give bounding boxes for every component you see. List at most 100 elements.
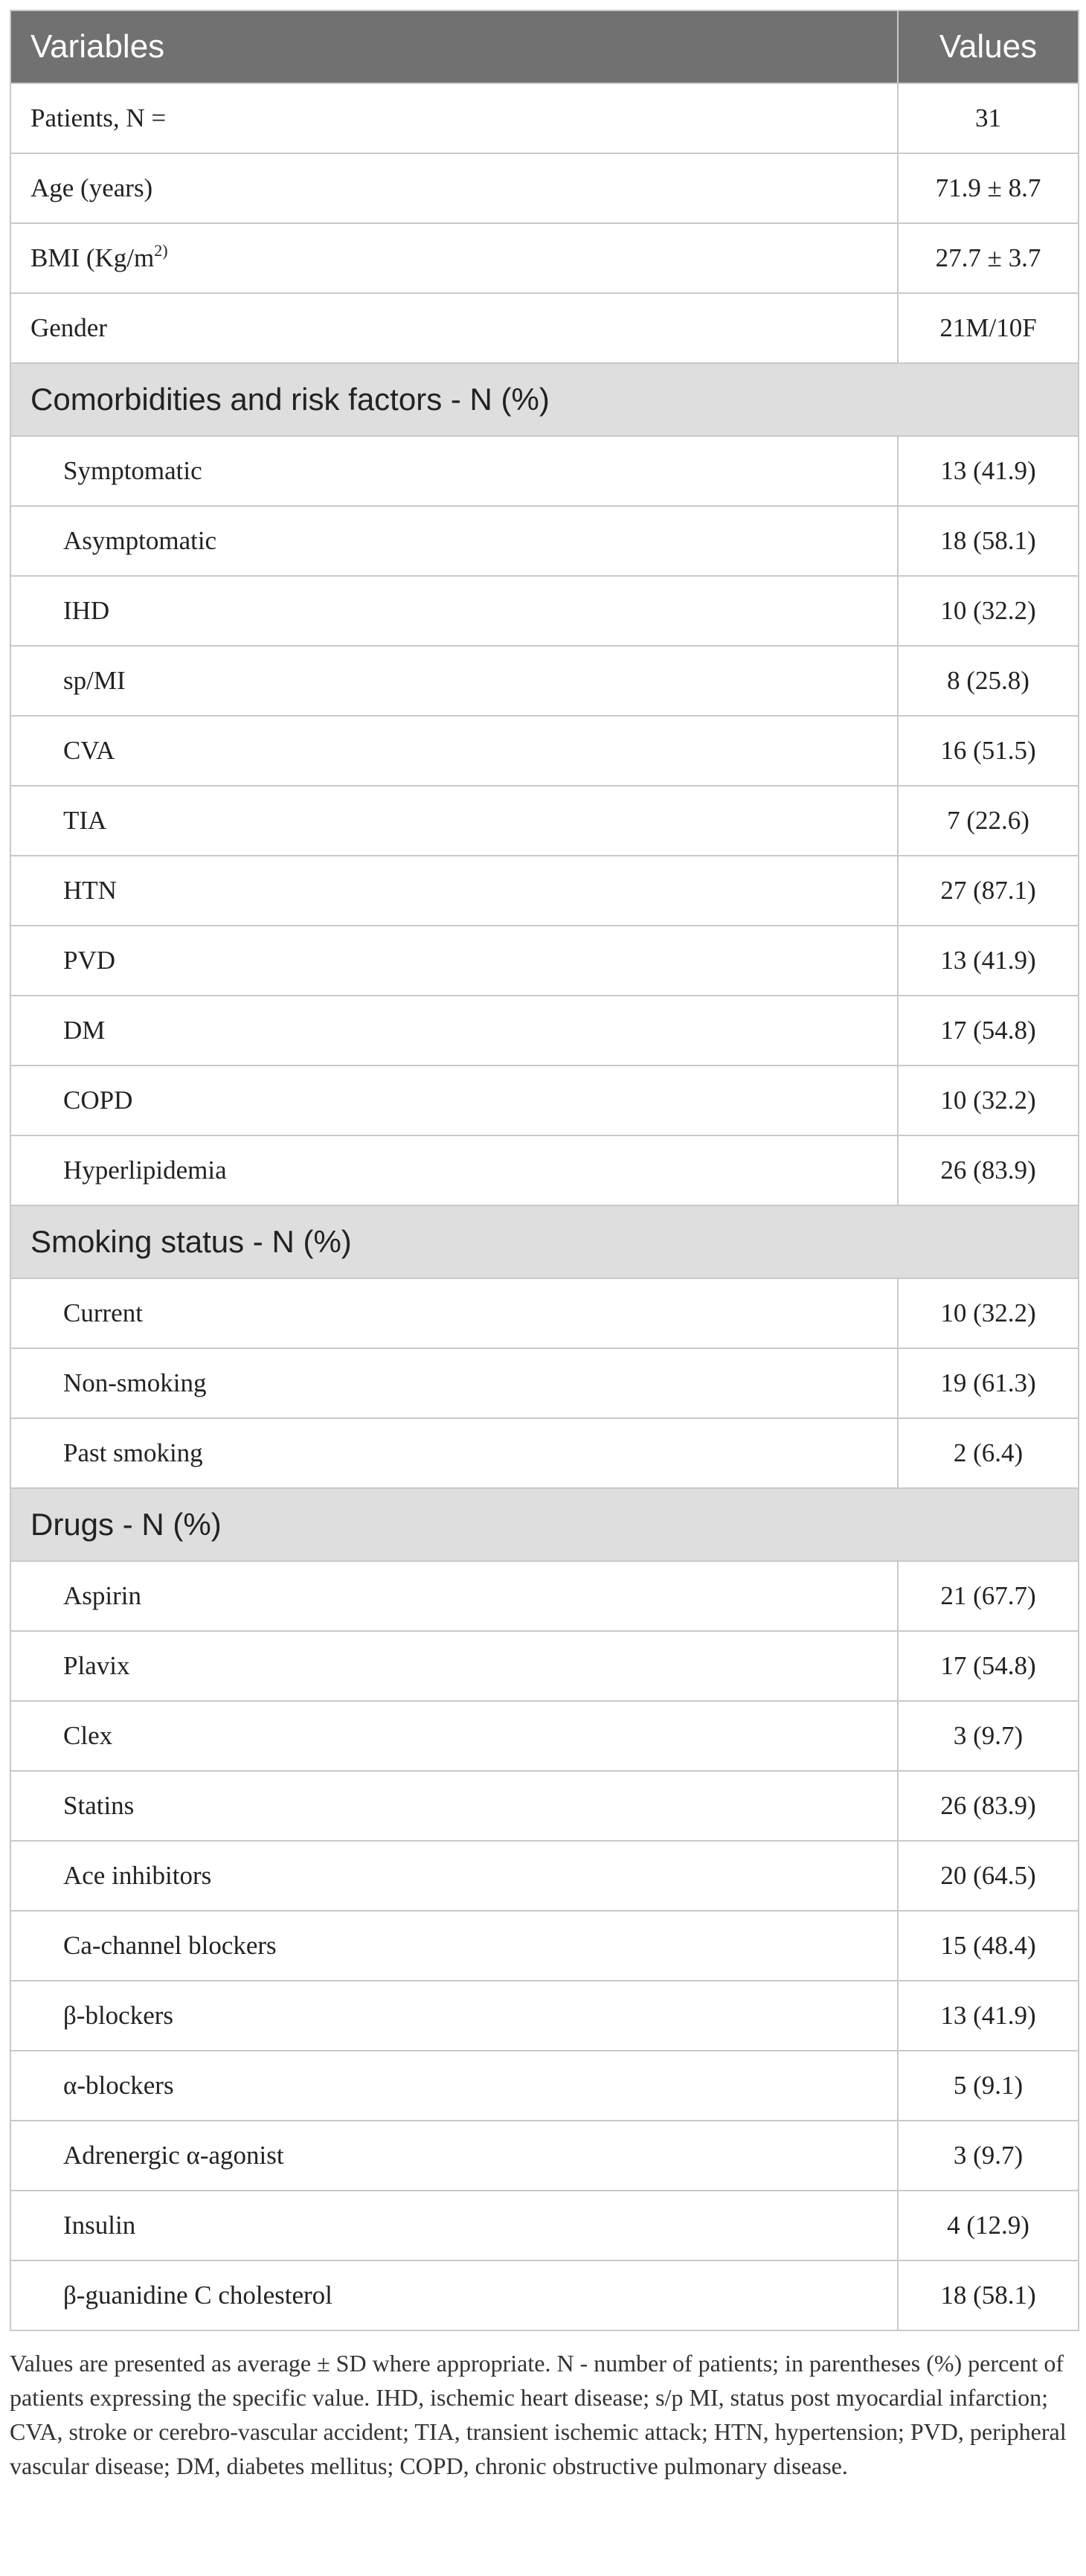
- table-row: PVD 13 (41.9): [10, 925, 1079, 996]
- table-footnote: Values are presented as average ± SD whe…: [10, 2350, 1067, 2479]
- row-label-gender: Gender: [10, 292, 899, 364]
- row-value: 13 (41.9): [897, 925, 1079, 996]
- row-label: Ace inhibitors: [10, 1840, 899, 1912]
- row-label: Hyperlipidemia: [10, 1135, 899, 1206]
- table-row: Current 10 (32.2): [10, 1278, 1079, 1349]
- table-row: Hyperlipidemia 26 (83.9): [10, 1135, 1079, 1206]
- table-row: TIA 7 (22.6): [10, 785, 1079, 856]
- table-row: Ace inhibitors 20 (64.5): [10, 1840, 1079, 1912]
- row-value: 5 (9.1): [897, 2050, 1079, 2121]
- row-label: Current: [10, 1278, 899, 1349]
- row-value: 13 (41.9): [897, 435, 1079, 507]
- row-label: Statins: [10, 1770, 899, 1842]
- row-value-bmi: 27.7 ± 3.7: [897, 222, 1079, 294]
- header-values: Values: [897, 10, 1079, 84]
- table-row: Gender 21M/10F: [10, 292, 1079, 364]
- row-value: 16 (51.5): [897, 715, 1079, 786]
- row-label: β-blockers: [10, 1980, 899, 2051]
- row-value: 19 (61.3): [897, 1348, 1079, 1419]
- table-row: Patients, N = 31: [10, 83, 1079, 154]
- row-label: COPD: [10, 1065, 899, 1136]
- row-value: 7 (22.6): [897, 785, 1079, 856]
- table-row: HTN 27 (87.1): [10, 855, 1079, 926]
- row-value: 3 (9.7): [897, 2120, 1079, 2191]
- row-value: 21 (67.7): [897, 1560, 1079, 1632]
- row-label: sp/MI: [10, 645, 899, 717]
- row-label: DM: [10, 995, 899, 1066]
- row-value: 17 (54.8): [897, 995, 1079, 1066]
- row-label: Non-smoking: [10, 1348, 899, 1419]
- row-value: 8 (25.8): [897, 645, 1079, 717]
- table-row: BMI (Kg/m2) 27.7 ± 3.7: [10, 222, 1079, 294]
- bmi-label-text: BMI (Kg/m: [30, 243, 155, 272]
- row-label: Adrenergic α-agonist: [10, 2120, 899, 2191]
- table-row: COPD 10 (32.2): [10, 1065, 1079, 1136]
- section-title: Drugs - N (%): [10, 1487, 1079, 1562]
- row-label: Plavix: [10, 1630, 899, 1702]
- row-value: 10 (32.2): [897, 1065, 1079, 1136]
- row-value-patients: 31: [897, 83, 1079, 154]
- row-value-gender: 21M/10F: [897, 292, 1079, 364]
- row-label: CVA: [10, 715, 899, 786]
- table-row: sp/MI 8 (25.8): [10, 645, 1079, 717]
- table-row: Aspirin 21 (67.7): [10, 1560, 1079, 1632]
- table-container: Variables Values Patients, N = 31 Age (y…: [10, 10, 1079, 2483]
- table-row: IHD 10 (32.2): [10, 575, 1079, 647]
- row-label-patients: Patients, N =: [10, 83, 899, 154]
- table-row: Clex 3 (9.7): [10, 1700, 1079, 1772]
- table-row: Past smoking 2 (6.4): [10, 1417, 1079, 1489]
- row-label: Asymptomatic: [10, 505, 899, 577]
- row-label: Clex: [10, 1700, 899, 1772]
- row-value: 26 (83.9): [897, 1770, 1079, 1842]
- table-row: Symptomatic 13 (41.9): [10, 435, 1079, 507]
- table-row: Age (years) 71.9 ± 8.7: [10, 153, 1079, 224]
- row-value-age: 71.9 ± 8.7: [897, 153, 1079, 224]
- table-row: CVA 16 (51.5): [10, 715, 1079, 786]
- table-row: Plavix 17 (54.8): [10, 1630, 1079, 1702]
- row-value: 2 (6.4): [897, 1417, 1079, 1489]
- table-row: Asymptomatic 18 (58.1): [10, 505, 1079, 577]
- patient-characteristics-table: Variables Values Patients, N = 31 Age (y…: [10, 10, 1079, 2331]
- table-row: β-blockers 13 (41.9): [10, 1980, 1079, 2051]
- table-row: Adrenergic α-agonist 3 (9.7): [10, 2120, 1079, 2191]
- row-label: α-blockers: [10, 2050, 899, 2121]
- row-value: 17 (54.8): [897, 1630, 1079, 1702]
- header-variables: Variables: [10, 10, 899, 84]
- row-label: Insulin: [10, 2190, 899, 2261]
- row-label: Ca-channel blockers: [10, 1910, 899, 1981]
- section-header-smoking: Smoking status - N (%): [10, 1205, 1079, 1279]
- row-value: 3 (9.7): [897, 1700, 1079, 1772]
- row-value: 27 (87.1): [897, 855, 1079, 926]
- row-value: 15 (48.4): [897, 1910, 1079, 1981]
- row-label: β-guanidine C cholesterol: [10, 2260, 899, 2331]
- section-header-comorbidities: Comorbidities and risk factors - N (%): [10, 362, 1079, 437]
- bmi-label-superscript: 2): [154, 241, 168, 260]
- row-label: TIA: [10, 785, 899, 856]
- row-value: 18 (58.1): [897, 505, 1079, 577]
- row-label: Aspirin: [10, 1560, 899, 1632]
- table-row: Insulin 4 (12.9): [10, 2190, 1079, 2261]
- row-value: 4 (12.9): [897, 2190, 1079, 2261]
- table-row: Statins 26 (83.9): [10, 1770, 1079, 1842]
- row-label: Symptomatic: [10, 435, 899, 507]
- section-title: Smoking status - N (%): [10, 1205, 1079, 1279]
- row-value: 10 (32.2): [897, 575, 1079, 647]
- section-header-drugs: Drugs - N (%): [10, 1487, 1079, 1562]
- table-row: α-blockers 5 (9.1): [10, 2050, 1079, 2121]
- row-label-bmi: BMI (Kg/m2): [10, 222, 899, 294]
- row-value: 13 (41.9): [897, 1980, 1079, 2051]
- row-label: HTN: [10, 855, 899, 926]
- header-row: Variables Values: [10, 10, 1079, 84]
- row-value: 26 (83.9): [897, 1135, 1079, 1206]
- row-label: PVD: [10, 925, 899, 996]
- row-label: Past smoking: [10, 1417, 899, 1489]
- table-row: Non-smoking 19 (61.3): [10, 1348, 1079, 1419]
- table-row: DM 17 (54.8): [10, 995, 1079, 1066]
- section-title: Comorbidities and risk factors - N (%): [10, 362, 1079, 437]
- row-value: 18 (58.1): [897, 2260, 1079, 2331]
- table-row: β-guanidine C cholesterol 18 (58.1): [10, 2260, 1079, 2331]
- row-value: 10 (32.2): [897, 1278, 1079, 1349]
- row-label-age: Age (years): [10, 153, 899, 224]
- row-label: IHD: [10, 575, 899, 647]
- table-row: Ca-channel blockers 15 (48.4): [10, 1910, 1079, 1981]
